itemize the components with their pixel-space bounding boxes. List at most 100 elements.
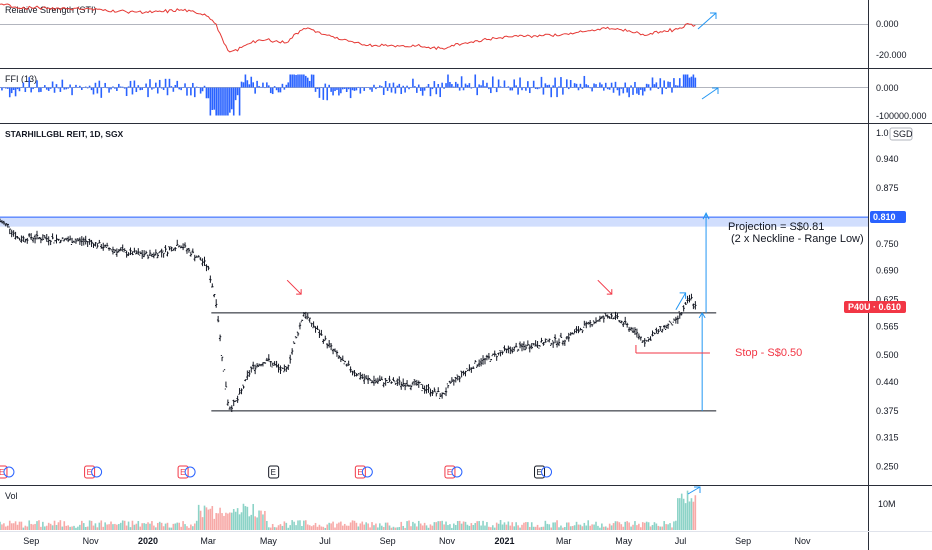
- volume-bar: [51, 525, 54, 530]
- ffi-bar: [552, 85, 554, 88]
- volume-bar: [3, 523, 5, 530]
- volume-bar: [102, 526, 105, 530]
- time-axis-label: Sep: [23, 536, 39, 546]
- volume-arrow-blue: [687, 486, 701, 495]
- volume-bar: [472, 525, 475, 530]
- ffi-bar: [283, 87, 286, 90]
- currency-badge[interactable]: [889, 127, 913, 141]
- peak-arrow-red: [286, 279, 302, 295]
- volume-bar: [694, 495, 697, 530]
- volume-bar: [8, 520, 11, 530]
- volume-bar: [145, 523, 147, 530]
- volume-bar: [575, 521, 578, 530]
- volume-bar: [675, 520, 677, 530]
- volume-bar: [143, 523, 145, 530]
- ffi-bar: [158, 79, 161, 88]
- projection-annotation-line1[interactable]: Projection = S$0.81: [728, 221, 824, 233]
- volume-bar: [614, 521, 617, 530]
- ffi-bar: [195, 86, 198, 88]
- volume-bar: [98, 522, 101, 530]
- price-tick-label: 0.500: [876, 350, 899, 360]
- earnings-marker-text: E: [357, 468, 362, 477]
- breakout-arrow-blue-head: [679, 292, 687, 299]
- ffi-bar: [530, 87, 533, 88]
- symbol-title[interactable]: STARHILLGBL REIT, 1D, SGX: [5, 129, 124, 139]
- ffi-indicator-label[interactable]: FFI (13): [5, 74, 37, 84]
- time-axis-label: Mar: [556, 536, 572, 546]
- ffi-bar: [458, 87, 461, 91]
- volume-bar: [168, 527, 171, 530]
- volume-bar: [573, 525, 576, 530]
- volume-bar: [669, 523, 671, 530]
- time-axis-label: May: [615, 536, 633, 546]
- ffi-bar: [593, 83, 595, 88]
- earnings-marker-text: E: [447, 468, 452, 477]
- volume-bar: [332, 521, 334, 530]
- ffi-bar: [86, 87, 89, 89]
- ffi-bar: [131, 87, 134, 95]
- ffi-bar: [474, 74, 477, 88]
- ffi-bar: [441, 82, 443, 88]
- volume-bar: [238, 514, 241, 530]
- volume-bar: [338, 522, 340, 530]
- volume-bar: [569, 526, 572, 530]
- volume-bar: [92, 525, 95, 530]
- volume-bar: [20, 521, 23, 530]
- time-axis-label: Jul: [675, 536, 687, 546]
- ffi-bar: [229, 87, 231, 113]
- ffi-bar: [340, 87, 342, 94]
- ffi-bar: [336, 87, 338, 90]
- volume-bar: [164, 523, 167, 530]
- ffi-bar: [694, 77, 697, 88]
- volume-bar: [32, 524, 34, 530]
- ffi-bar: [153, 87, 155, 89]
- volume-bar: [336, 523, 338, 530]
- volume-bar: [301, 526, 303, 530]
- ffi-bar: [435, 87, 438, 95]
- ffi-bar: [472, 87, 475, 88]
- volume-bar: [427, 527, 430, 530]
- ffi-bar: [447, 74, 449, 88]
- ffi-bar: [449, 81, 451, 88]
- volume-bar: [667, 524, 669, 530]
- volume-bar: [562, 527, 564, 530]
- stop-annotation[interactable]: Stop - S$0.50: [735, 347, 802, 359]
- volume-bar: [63, 521, 66, 530]
- volume-bar: [357, 526, 360, 530]
- ffi-bar: [363, 87, 366, 91]
- ffi-bar: [248, 84, 251, 88]
- volume-bar: [355, 522, 358, 530]
- ffi-bar: [324, 83, 327, 88]
- volume-bar: [135, 523, 138, 530]
- plot-background: [0, 0, 868, 550]
- volume-label[interactable]: Vol: [5, 491, 18, 501]
- ffi-bar: [488, 87, 490, 90]
- volume-bar: [651, 525, 654, 530]
- ffi-bar: [599, 82, 601, 88]
- ffi-bar: [18, 87, 21, 92]
- ffi-bar: [236, 87, 239, 96]
- ffi-bar: [451, 84, 453, 88]
- ffi-bar: [264, 87, 266, 89]
- volume-bar: [497, 523, 500, 530]
- volume-bar: [546, 523, 549, 530]
- ffi-bar: [603, 87, 605, 91]
- ffi-bar: [468, 83, 471, 88]
- volume-bar: [205, 507, 208, 530]
- ffi-bar: [404, 87, 406, 93]
- ffi-bar: [565, 79, 568, 88]
- volume-bar: [550, 527, 553, 530]
- ffi-bar: [628, 87, 630, 98]
- volume-bar: [503, 522, 506, 530]
- volume-bar: [419, 523, 422, 530]
- volume-bar: [65, 525, 68, 530]
- volume-bar: [6, 525, 9, 530]
- ffi-bar: [684, 74, 687, 88]
- volume-bar: [645, 521, 648, 530]
- volume-bar: [223, 515, 225, 530]
- projection-annotation-line2[interactable]: (2 x Neckline - Range Low): [731, 233, 864, 245]
- price-tick-label: 0.315: [876, 433, 899, 443]
- ffi-bar: [612, 87, 615, 93]
- ffi-bar: [575, 83, 578, 88]
